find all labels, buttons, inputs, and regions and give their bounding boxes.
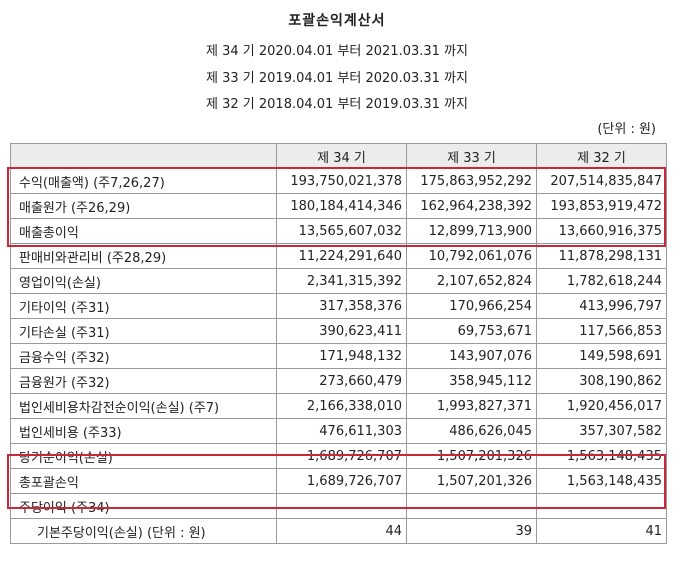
table-row: 기타이익 (주31) 317,358,376 170,966,254 413,9… <box>10 293 667 319</box>
header-item <box>10 143 277 169</box>
cell-34 <box>276 493 407 519</box>
cell-32: 207,514,835,847 <box>536 168 667 194</box>
table-row: 당기순이익(손실) 1,689,726,707 1,507,201,326 1,… <box>10 443 667 469</box>
table-header-row: 제 34 기 제 33 기 제 32 기 <box>10 143 667 169</box>
row-label: 기타이익 (주31) <box>10 293 277 319</box>
cell-34: 193,750,021,378 <box>276 168 407 194</box>
cell-34: 1,689,726,707 <box>276 468 407 494</box>
cell-33: 2,107,652,824 <box>406 268 537 294</box>
cell-32: 413,996,797 <box>536 293 667 319</box>
cell-32: 1,782,618,244 <box>536 268 667 294</box>
row-label: 금융원가 (주32) <box>10 368 277 394</box>
cell-34: 390,623,411 <box>276 318 407 344</box>
income-statement-table: 제 34 기 제 33 기 제 32 기 수익(매출액) (주7,26,27) … <box>10 143 667 544</box>
row-label: 주당이익 (주34) <box>10 493 277 519</box>
cell-34: 180,184,414,346 <box>276 193 407 219</box>
row-label: 당기순이익(손실) <box>10 443 277 469</box>
table-row: 기본주당이익(손실) (단위 : 원) 44 39 41 <box>10 518 667 544</box>
cell-33: 162,964,238,392 <box>406 193 537 219</box>
cell-34: 2,341,315,392 <box>276 268 407 294</box>
row-label: 총포괄손익 <box>10 468 277 494</box>
cell-32: 1,920,456,017 <box>536 393 667 419</box>
table-row: 법인세비용 (주33) 476,611,303 486,626,045 357,… <box>10 418 667 444</box>
cell-33: 10,792,061,076 <box>406 243 537 269</box>
cell-33: 69,753,671 <box>406 318 537 344</box>
unit-note: (단위 : 원) <box>597 122 656 137</box>
table-row: 영업이익(손실) 2,341,315,392 2,107,652,824 1,7… <box>10 268 667 294</box>
cell-32: 117,566,853 <box>536 318 667 344</box>
header-period-32: 제 32 기 <box>536 143 667 169</box>
cell-33: 170,966,254 <box>406 293 537 319</box>
header-period-33: 제 33 기 <box>406 143 537 169</box>
table-row: 기타손실 (주31) 390,623,411 69,753,671 117,56… <box>10 318 667 344</box>
cell-34: 1,689,726,707 <box>276 443 407 469</box>
row-label: 판매비와관리비 (주28,29) <box>10 243 277 269</box>
header-period-34: 제 34 기 <box>276 143 407 169</box>
cell-34: 171,948,132 <box>276 343 407 369</box>
row-label: 매출총이익 <box>10 218 277 244</box>
row-label: 수익(매출액) (주7,26,27) <box>10 168 277 194</box>
table-row: 판매비와관리비 (주28,29) 11,224,291,640 10,792,0… <box>10 243 667 269</box>
table-row: 주당이익 (주34) <box>10 493 667 519</box>
row-label: 기본주당이익(손실) (단위 : 원) <box>10 518 277 544</box>
cell-32: 357,307,582 <box>536 418 667 444</box>
cell-33: 358,945,112 <box>406 368 537 394</box>
table-row: 법인세비용차감전순이익(손실) (주7) 2,166,338,010 1,993… <box>10 393 667 419</box>
cell-33: 39 <box>406 518 537 544</box>
cell-33: 1,993,827,371 <box>406 393 537 419</box>
cell-34: 2,166,338,010 <box>276 393 407 419</box>
cell-34: 13,565,607,032 <box>276 218 407 244</box>
cell-34: 317,358,376 <box>276 293 407 319</box>
cell-34: 476,611,303 <box>276 418 407 444</box>
row-label: 법인세비용 (주33) <box>10 418 277 444</box>
table-row: 수익(매출액) (주7,26,27) 193,750,021,378 175,8… <box>10 168 667 194</box>
cell-33: 1,507,201,326 <box>406 468 537 494</box>
row-label: 영업이익(손실) <box>10 268 277 294</box>
table-row: 금융수익 (주32) 171,948,132 143,907,076 149,5… <box>10 343 667 369</box>
cell-32: 1,563,148,435 <box>536 468 667 494</box>
cell-32: 193,853,919,472 <box>536 193 667 219</box>
table-row: 총포괄손익 1,689,726,707 1,507,201,326 1,563,… <box>10 468 667 494</box>
period-line-34: 제 34 기 2020.04.01 부터 2021.03.31 까지 <box>206 44 468 59</box>
cell-34: 44 <box>276 518 407 544</box>
cell-32: 41 <box>536 518 667 544</box>
cell-33: 12,899,713,900 <box>406 218 537 244</box>
row-label: 기타손실 (주31) <box>10 318 277 344</box>
cell-33 <box>406 493 537 519</box>
table-row: 매출총이익 13,565,607,032 12,899,713,900 13,6… <box>10 218 667 244</box>
cell-32 <box>536 493 667 519</box>
cell-33: 175,863,952,292 <box>406 168 537 194</box>
row-label: 법인세비용차감전순이익(손실) (주7) <box>10 393 277 419</box>
cell-32: 13,660,916,375 <box>536 218 667 244</box>
cell-32: 11,878,298,131 <box>536 243 667 269</box>
cell-33: 143,907,076 <box>406 343 537 369</box>
cell-33: 1,507,201,326 <box>406 443 537 469</box>
cell-32: 308,190,862 <box>536 368 667 394</box>
cell-34: 11,224,291,640 <box>276 243 407 269</box>
cell-32: 149,598,691 <box>536 343 667 369</box>
cell-33: 486,626,045 <box>406 418 537 444</box>
row-label: 매출원가 (주26,29) <box>10 193 277 219</box>
table-row: 매출원가 (주26,29) 180,184,414,346 162,964,23… <box>10 193 667 219</box>
period-line-33: 제 33 기 2019.04.01 부터 2020.03.31 까지 <box>206 71 468 86</box>
table-row: 금융원가 (주32) 273,660,479 358,945,112 308,1… <box>10 368 667 394</box>
cell-32: 1,563,148,435 <box>536 443 667 469</box>
statement-title: 포괄손익계산서 <box>288 13 386 29</box>
cell-34: 273,660,479 <box>276 368 407 394</box>
row-label: 금융수익 (주32) <box>10 343 277 369</box>
period-line-32: 제 32 기 2018.04.01 부터 2019.03.31 까지 <box>206 97 468 112</box>
